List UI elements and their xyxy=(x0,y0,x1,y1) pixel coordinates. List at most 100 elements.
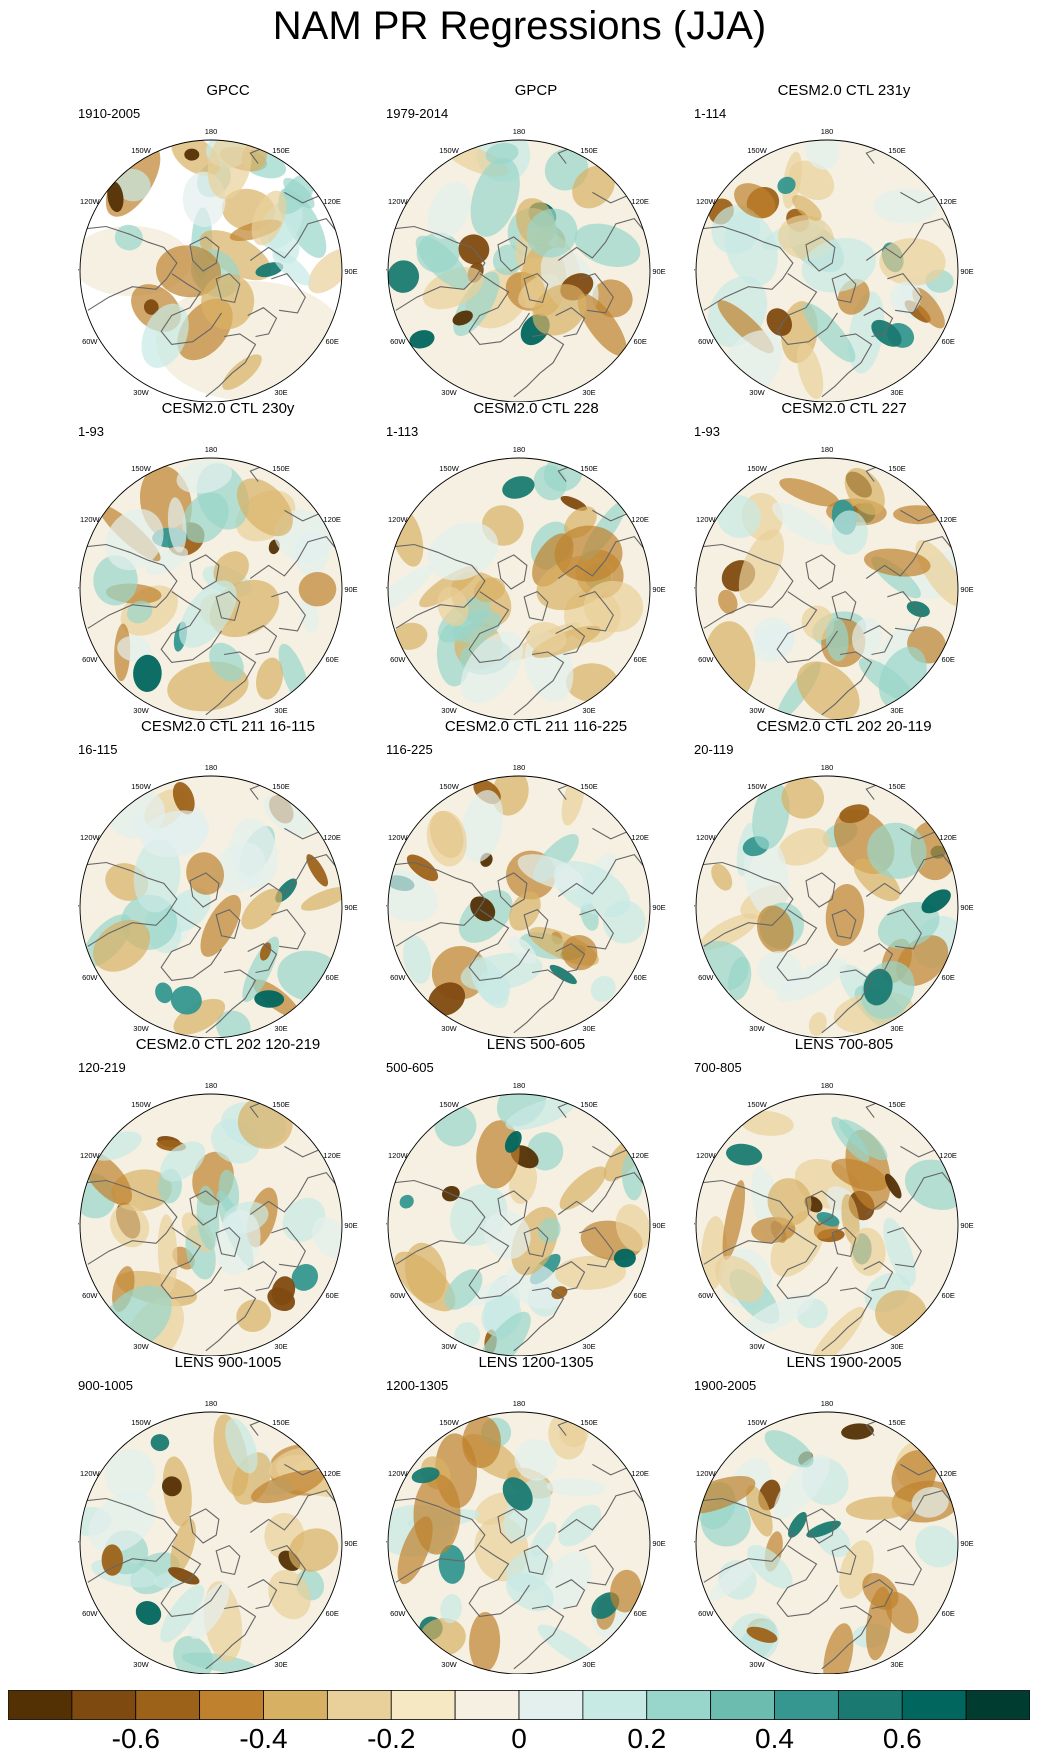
coastline xyxy=(513,651,565,716)
colorbar-box xyxy=(199,1690,264,1720)
longitude-label: 30W xyxy=(133,1660,149,1669)
longitude-label: 60E xyxy=(634,973,647,982)
coastline xyxy=(247,307,278,338)
longitude-label: 150E xyxy=(272,1418,290,1427)
polar-map: 180150E120E90E60E30E030W60W90W120W150W xyxy=(694,1399,974,1674)
longitude-label: 150E xyxy=(580,464,598,473)
panel-title: GPCC xyxy=(206,82,250,99)
longitude-label: 120E xyxy=(323,1151,341,1160)
longitude-label: 150W xyxy=(131,146,152,155)
regression-contour xyxy=(470,157,520,237)
map-border xyxy=(387,139,651,402)
regression-contour xyxy=(403,935,432,984)
regression-contour xyxy=(150,1434,170,1452)
regression-contour xyxy=(517,854,584,890)
coastline xyxy=(831,272,857,304)
longitude-label: 90E xyxy=(344,585,357,594)
colorbar-box xyxy=(837,1690,903,1720)
longitude-label: 120W xyxy=(696,197,717,206)
regression-contour xyxy=(546,1478,606,1497)
coastline xyxy=(557,1419,572,1436)
regression-contour xyxy=(559,1166,607,1210)
panel-period: 1200-1305 xyxy=(386,1378,449,1393)
regression-contour xyxy=(176,459,233,494)
coastline xyxy=(865,853,954,897)
coastline xyxy=(249,147,264,164)
coastline xyxy=(271,590,306,632)
regression-contour xyxy=(526,208,578,258)
longitude-label: 60W xyxy=(390,1609,406,1618)
regression-contour xyxy=(779,478,840,507)
regression-contour xyxy=(426,810,467,867)
longitude-label: 120W xyxy=(696,515,717,524)
longitude-label: 60W xyxy=(698,655,714,664)
coastline xyxy=(579,908,614,950)
colorbar-tick-label: -0.6 xyxy=(111,1723,160,1754)
coastline xyxy=(82,225,178,311)
longitude-label: 180 xyxy=(513,1081,526,1090)
regression-contour xyxy=(747,1544,793,1589)
coastline xyxy=(468,909,530,981)
regression-contour xyxy=(502,1477,533,1511)
regression-contour xyxy=(738,529,784,604)
colorbar-box xyxy=(582,1690,648,1720)
regression-contour xyxy=(393,622,428,650)
colorbar-box xyxy=(710,1690,775,1720)
regression-contour xyxy=(509,891,541,931)
map-border xyxy=(387,775,651,1038)
longitude-label: 150W xyxy=(439,1100,460,1109)
longitude-label: 60E xyxy=(326,1291,339,1300)
coastline xyxy=(205,333,257,398)
panel-title: CESM2.0 CTL 230y xyxy=(161,400,295,417)
longitude-label: 120E xyxy=(939,197,957,206)
regression-contour xyxy=(388,869,438,922)
regression-contour xyxy=(256,657,283,700)
panel-period: 1-114 xyxy=(694,106,727,121)
longitude-label: 90W xyxy=(386,585,388,594)
panel-period: 116-225 xyxy=(386,742,433,757)
regression-contour xyxy=(873,188,938,224)
regression-contour xyxy=(574,223,641,268)
longitude-label: 90W xyxy=(386,903,388,912)
colorbar-tick-label: 0.4 xyxy=(755,1723,794,1754)
regression-contour xyxy=(796,661,860,720)
map-panel: 180150E120E90E60E30E030W60W90W120W150WGP… xyxy=(386,82,686,402)
coastline xyxy=(579,1544,614,1586)
longitude-label: 60E xyxy=(326,337,339,346)
map-border xyxy=(79,457,343,720)
coastline xyxy=(865,147,880,164)
longitude-label: 150E xyxy=(580,146,598,155)
regression-contour xyxy=(427,181,471,239)
longitude-label: 30W xyxy=(441,1024,457,1033)
regression-contour xyxy=(825,617,849,662)
panel-title: CESM2.0 CTL 231y xyxy=(777,82,911,99)
map-border xyxy=(79,1411,343,1674)
regression-contour xyxy=(267,1287,296,1312)
map-panel: 180150E120E90E60E30E030W60W90W120W150WCE… xyxy=(386,400,686,720)
regression-contour xyxy=(877,902,940,949)
longitude-label: 180 xyxy=(513,763,526,772)
longitude-label: 60E xyxy=(634,655,647,664)
coastline xyxy=(863,1579,894,1610)
regression-contour xyxy=(236,478,293,537)
coastline xyxy=(189,1508,220,1544)
longitude-label: 90W xyxy=(386,267,388,276)
longitude-label: 150E xyxy=(580,1418,598,1427)
coastline xyxy=(698,543,794,629)
regression-contour xyxy=(133,654,162,692)
coastline xyxy=(805,554,836,590)
regression-contour xyxy=(215,1209,261,1276)
regression-contour xyxy=(172,781,195,815)
longitude-label: 150W xyxy=(439,464,460,473)
colorbar-svg xyxy=(7,1690,1031,1720)
regression-contour xyxy=(831,1158,888,1192)
longitude-label: 30E xyxy=(274,388,287,397)
longitude-label: 30W xyxy=(441,1342,457,1351)
coastline xyxy=(557,853,646,897)
coastline xyxy=(249,217,338,261)
coastline xyxy=(189,236,220,272)
regression-contour xyxy=(298,571,337,607)
longitude-label: 120E xyxy=(631,197,649,206)
longitude-label: 60E xyxy=(326,1609,339,1618)
regression-contour xyxy=(554,525,623,582)
